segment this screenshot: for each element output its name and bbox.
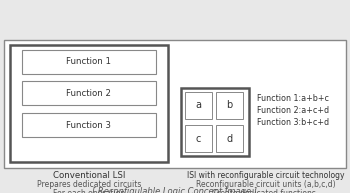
Text: Function 2:a+c+d: Function 2:a+c+d [257, 106, 329, 115]
Text: c: c [196, 134, 201, 144]
Text: Function 1: Function 1 [66, 58, 112, 67]
Bar [22, 50, 156, 74]
Text: Function 2: Function 2 [66, 89, 112, 97]
Text: Function 3: Function 3 [66, 120, 112, 130]
Text: b: b [226, 101, 233, 111]
Text: For each operation: For each operation [53, 189, 125, 193]
Text: Conventional LSI: Conventional LSI [53, 171, 125, 180]
Text: Reconfigurable circuit units (a,b,c,d): Reconfigurable circuit units (a,b,c,d) [196, 180, 335, 189]
Text: d: d [226, 134, 232, 144]
Text: ISI with reconfigurable circuit technology: ISI with reconfigurable circuit technolo… [187, 171, 344, 180]
Text: Create dedicated functions.: Create dedicated functions. [212, 189, 318, 193]
Bar [10, 45, 168, 162]
Text: Function 1:a+b+c: Function 1:a+b+c [257, 94, 329, 103]
Bar [185, 92, 212, 119]
Bar [22, 113, 156, 137]
Text: a: a [196, 101, 202, 111]
Bar [22, 81, 156, 105]
Bar [216, 92, 243, 119]
Bar [181, 88, 249, 156]
Bar [4, 40, 346, 168]
Bar [185, 125, 212, 152]
Bar [216, 125, 243, 152]
Text: Function 3:b+c+d: Function 3:b+c+d [257, 118, 329, 127]
Text: [ Reconfigulable Logic Concept Image ]: [ Reconfigulable Logic Concept Image ] [92, 187, 258, 193]
Text: Prepares dedicated circuits: Prepares dedicated circuits [37, 180, 141, 189]
